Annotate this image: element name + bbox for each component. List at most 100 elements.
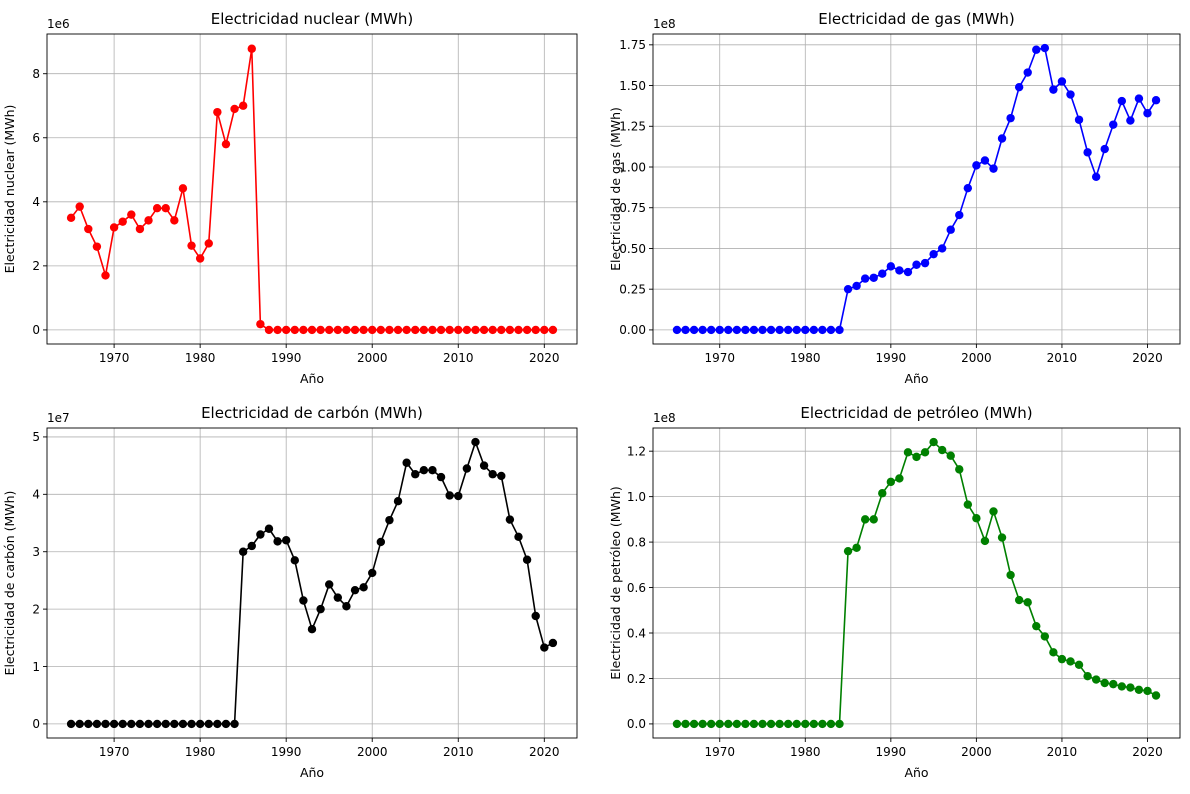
data-point [333, 593, 343, 602]
x-tick-label: 2010 [1047, 351, 1078, 365]
x-tick-label: 1990 [876, 351, 907, 365]
data-point [419, 325, 429, 335]
data-point [989, 507, 998, 516]
data-point [230, 719, 239, 729]
data-point [66, 719, 76, 729]
data-point [929, 437, 938, 447]
data-point [724, 325, 733, 335]
data-point [505, 325, 515, 335]
data-point [955, 210, 964, 220]
data-point [1066, 657, 1075, 666]
x-tick-label: 2020 [1132, 745, 1163, 759]
data-point [290, 325, 299, 335]
data-point [706, 719, 716, 729]
data-point [144, 719, 153, 729]
data-point [1006, 113, 1015, 123]
data-point [1023, 598, 1032, 607]
y-tick-label: 0.2 [627, 672, 646, 686]
data-point [1023, 68, 1032, 77]
data-point [783, 719, 793, 729]
data-point [92, 242, 102, 251]
data-point [801, 325, 810, 335]
x-axis-label: Año [904, 765, 928, 780]
data-point [385, 325, 394, 335]
data-point [946, 225, 955, 234]
data-point [1014, 595, 1024, 605]
data-point [264, 325, 274, 335]
y-tick-label: 1.75 [619, 38, 646, 52]
data-point [1151, 691, 1161, 700]
data-point [1091, 675, 1101, 684]
data-point [264, 524, 274, 533]
y-offset-text: 1e8 [653, 411, 676, 425]
data-point [307, 325, 317, 335]
data-point [359, 583, 368, 592]
data-point [1134, 685, 1144, 695]
data-point [912, 260, 921, 269]
data-point [895, 474, 904, 483]
data-point [479, 325, 489, 335]
data-point [809, 719, 819, 729]
x-tick-label: 2020 [529, 351, 560, 365]
y-tick-label: 0.00 [619, 323, 646, 337]
data-point [204, 719, 213, 729]
series-line-carbon [71, 441, 554, 725]
data-point [843, 284, 853, 294]
data-point [118, 719, 127, 729]
y-tick-label: 8 [32, 67, 40, 81]
data-point [955, 465, 964, 474]
y-tick-label: 3 [32, 545, 40, 559]
y-axis-label: Electricidad de gas (MWh) [608, 107, 623, 271]
data-point [84, 224, 93, 234]
data-point [1143, 686, 1152, 696]
data-point [247, 44, 256, 53]
data-point [997, 134, 1007, 143]
x-tick-label: 2000 [357, 745, 388, 759]
data-point [732, 719, 742, 729]
data-point [135, 719, 145, 729]
data-point [835, 719, 844, 729]
data-point [937, 244, 947, 253]
data-point [972, 161, 981, 170]
data-point [256, 319, 265, 329]
data-point [445, 325, 454, 335]
data-point [672, 719, 682, 729]
data-point [758, 719, 767, 729]
data-point [238, 547, 248, 556]
data-point [213, 719, 222, 729]
data-point [1074, 660, 1084, 670]
y-tick-label: 1.00 [619, 160, 646, 174]
data-point [681, 719, 690, 729]
data-point [109, 719, 119, 729]
data-point [221, 719, 231, 729]
x-tick-label: 2000 [357, 351, 388, 365]
data-point [1100, 144, 1109, 154]
data-point [178, 719, 188, 729]
data-point [290, 556, 299, 565]
data-point [531, 611, 540, 621]
data-point [101, 271, 110, 280]
y-offset-text: 1e8 [653, 17, 676, 31]
data-point [101, 719, 110, 729]
y-tick-label: 2 [32, 602, 40, 616]
data-point [826, 719, 836, 729]
data-point [852, 543, 861, 552]
y-tick-label: 0.8 [627, 535, 646, 549]
y-tick-label: 0.6 [627, 581, 646, 595]
y-tick-label: 1.50 [619, 79, 646, 93]
data-point [741, 325, 750, 335]
data-point [903, 267, 913, 277]
data-point [152, 719, 162, 729]
y-tick-label: 1 [32, 660, 40, 674]
data-point [281, 325, 291, 335]
data-point [937, 445, 947, 455]
data-point [1126, 116, 1135, 125]
data-point [92, 719, 102, 729]
data-point [109, 223, 119, 232]
data-point [1151, 96, 1161, 105]
data-point [540, 325, 549, 335]
data-point [1066, 90, 1075, 99]
y-tick-label: 4 [32, 488, 40, 502]
data-point [1126, 683, 1135, 692]
